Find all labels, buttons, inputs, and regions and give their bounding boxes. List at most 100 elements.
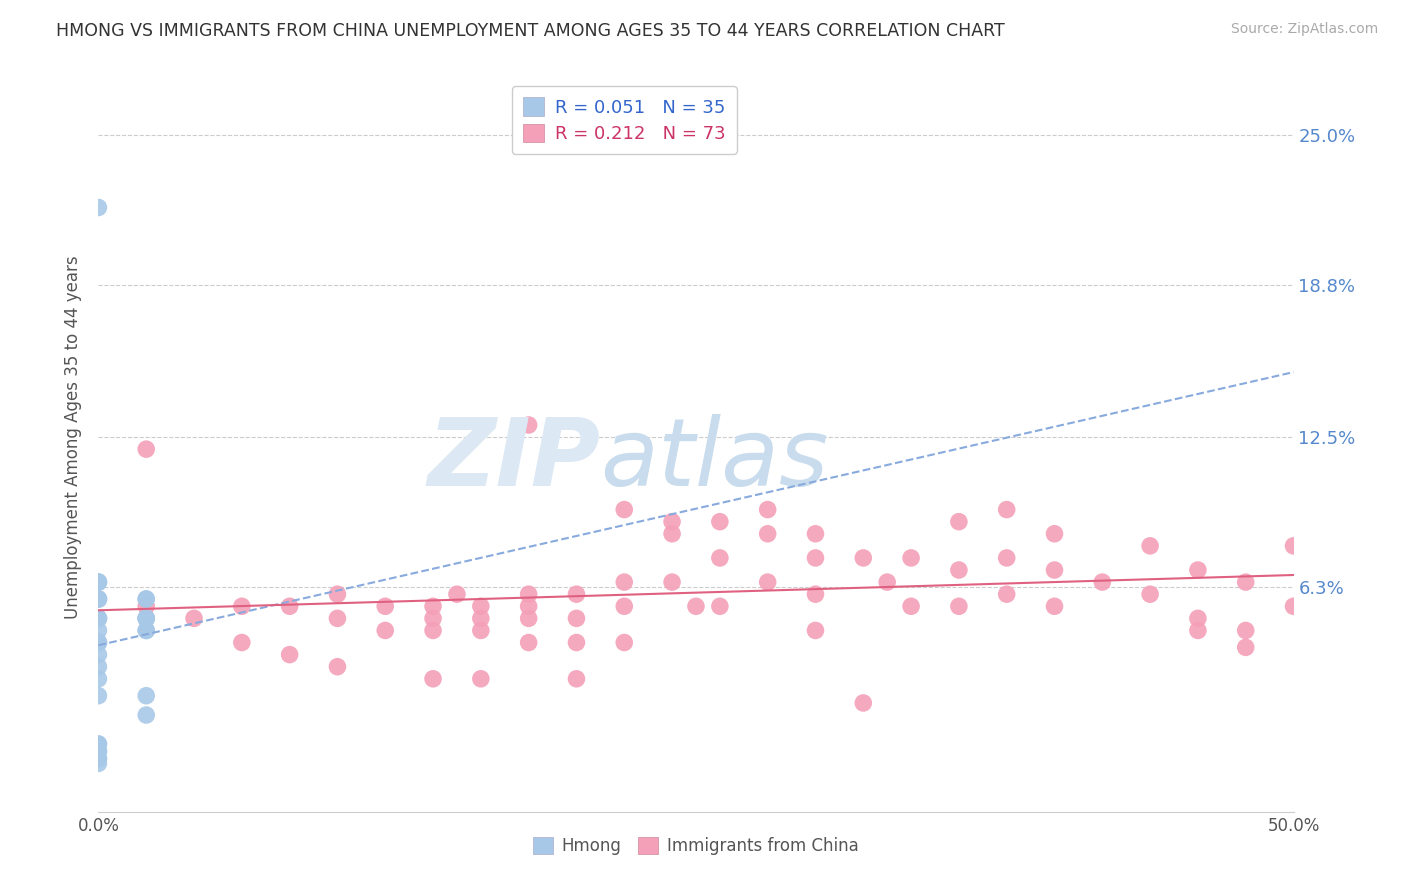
Point <box>87 592 110 607</box>
Point <box>565 611 588 625</box>
Point <box>685 599 707 614</box>
Point <box>87 737 110 751</box>
Point <box>517 611 540 625</box>
Point <box>1043 563 1066 577</box>
Point <box>756 526 779 541</box>
Point <box>446 587 468 601</box>
Point <box>87 611 110 625</box>
Point <box>231 635 253 649</box>
Point <box>326 611 349 625</box>
Point <box>87 592 110 607</box>
Point <box>87 751 110 765</box>
Point <box>87 611 110 625</box>
Point <box>87 624 110 638</box>
Point <box>87 635 110 649</box>
Point <box>995 502 1018 516</box>
Point <box>135 611 157 625</box>
Point <box>135 611 157 625</box>
Point <box>135 624 157 638</box>
Point <box>709 550 731 565</box>
Point <box>135 624 157 638</box>
Point <box>87 744 110 758</box>
Point <box>87 635 110 649</box>
Point <box>278 599 301 614</box>
Point <box>135 592 157 607</box>
Point <box>900 599 922 614</box>
Point <box>1139 539 1161 553</box>
Point <box>135 611 157 625</box>
Point <box>87 575 110 590</box>
Point <box>1282 599 1305 614</box>
Point <box>374 599 396 614</box>
Point <box>804 587 827 601</box>
Point <box>756 502 779 516</box>
Point <box>326 587 349 601</box>
Point <box>422 672 444 686</box>
Point <box>278 648 301 662</box>
Point <box>995 587 1018 601</box>
Point <box>852 696 875 710</box>
Point <box>183 611 205 625</box>
Point <box>87 575 110 590</box>
Point <box>1043 526 1066 541</box>
Point <box>1234 640 1257 655</box>
Point <box>470 611 492 625</box>
Point <box>422 624 444 638</box>
Point <box>326 659 349 673</box>
Point <box>135 708 157 723</box>
Point <box>517 417 540 432</box>
Point <box>613 635 636 649</box>
Point <box>87 689 110 703</box>
Point <box>470 624 492 638</box>
Point <box>661 515 683 529</box>
Point <box>87 737 110 751</box>
Point <box>1234 624 1257 638</box>
Point <box>517 587 540 601</box>
Point <box>374 624 396 638</box>
Point <box>1187 611 1209 625</box>
Point <box>135 442 157 457</box>
Point <box>87 575 110 590</box>
Point <box>135 599 157 614</box>
Point <box>948 563 970 577</box>
Point <box>565 587 588 601</box>
Point <box>135 592 157 607</box>
Point <box>87 611 110 625</box>
Point <box>517 599 540 614</box>
Point <box>613 599 636 614</box>
Point <box>804 526 827 541</box>
Point <box>948 599 970 614</box>
Point <box>470 599 492 614</box>
Legend: Hmong, Immigrants from China: Hmong, Immigrants from China <box>526 829 866 863</box>
Point <box>1187 624 1209 638</box>
Point <box>87 648 110 662</box>
Point <box>1043 599 1066 614</box>
Point <box>661 575 683 590</box>
Point <box>422 599 444 614</box>
Point <box>661 526 683 541</box>
Point <box>1282 539 1305 553</box>
Text: Source: ZipAtlas.com: Source: ZipAtlas.com <box>1230 22 1378 37</box>
Point <box>1139 587 1161 601</box>
Point <box>876 575 898 590</box>
Point <box>422 611 444 625</box>
Point <box>87 744 110 758</box>
Point <box>1091 575 1114 590</box>
Point <box>804 550 827 565</box>
Text: ZIP: ZIP <box>427 414 600 506</box>
Y-axis label: Unemployment Among Ages 35 to 44 years: Unemployment Among Ages 35 to 44 years <box>65 255 83 619</box>
Point <box>995 550 1018 565</box>
Point <box>87 751 110 765</box>
Point <box>709 515 731 529</box>
Point <box>87 672 110 686</box>
Point <box>1187 563 1209 577</box>
Point <box>565 635 588 649</box>
Point <box>135 689 157 703</box>
Point <box>87 756 110 771</box>
Point <box>852 550 875 565</box>
Point <box>87 659 110 673</box>
Text: atlas: atlas <box>600 414 828 505</box>
Point <box>135 611 157 625</box>
Text: HMONG VS IMMIGRANTS FROM CHINA UNEMPLOYMENT AMONG AGES 35 TO 44 YEARS CORRELATIO: HMONG VS IMMIGRANTS FROM CHINA UNEMPLOYM… <box>56 22 1005 40</box>
Point <box>756 575 779 590</box>
